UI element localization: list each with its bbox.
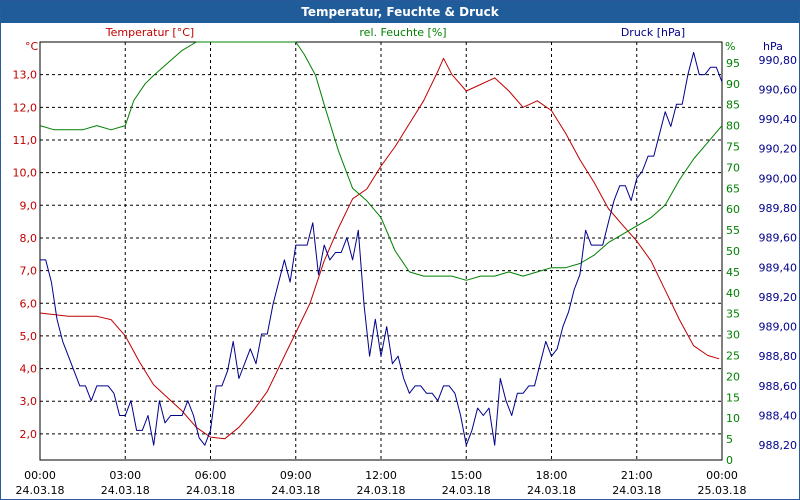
pressure-tick-label: 990,80 (759, 54, 798, 67)
tick-labels: 00:00 24.03.18 03:00 24.03.18 06:00 24.03.18 0… (13, 54, 798, 497)
pressure-tick-label: 989,20 (759, 291, 798, 304)
pressure-tick-label: 990,20 (759, 143, 798, 156)
humidity-axis-title: rel. Feuchte [%] (359, 26, 446, 39)
x-tick-date: 24.03.18 (16, 484, 65, 497)
humidity-tick-label: 75 (726, 141, 740, 154)
humidity-tick-label: 95 (726, 57, 740, 70)
humidity-tick-label: 40 (726, 287, 740, 300)
x-tick-time: 18:00 (536, 469, 568, 482)
x-tick-date: 24.03.18 (101, 484, 150, 497)
humidity-tick-label: 80 (726, 120, 740, 133)
humidity-tick-label: 20 (726, 370, 740, 383)
x-tick-time: 21:00 (621, 469, 653, 482)
temperature-unit: °C (25, 40, 39, 53)
temperature-tick-label: 9,0 (20, 199, 38, 212)
grid-lines (40, 42, 722, 460)
pressure-tick-label: 990,60 (759, 83, 798, 96)
x-tick-time: 09:00 (280, 469, 312, 482)
temperature-tick-label: 13,0 (13, 69, 38, 82)
temperature-tick-label: 6,0 (20, 297, 38, 310)
humidity-tick-label: 90 (726, 78, 740, 91)
x-tick-date: 24.03.18 (442, 484, 491, 497)
pressure-tick-label: 988,60 (759, 380, 798, 393)
temperature-tick-label: 12,0 (13, 101, 38, 114)
pressure-axis-title: Druck [hPa] (621, 26, 685, 39)
temperature-tick-label: 2,0 (20, 428, 38, 441)
x-tick-date: 24.03.18 (186, 484, 235, 497)
window-title: Temperatur, Feuchte & Druck (1, 1, 799, 23)
series-line-humidity (39, 41, 723, 281)
pressure-tick-label: 990,00 (759, 172, 798, 185)
humidity-tick-label: 50 (726, 245, 740, 258)
x-tick-time: 06:00 (195, 469, 227, 482)
pressure-tick-label: 989,00 (759, 321, 798, 334)
pressure-tick-label: 989,40 (759, 261, 798, 274)
humidity-tick-label: 45 (726, 266, 740, 279)
x-tick-time: 15:00 (450, 469, 482, 482)
humidity-tick-label: 30 (726, 329, 740, 342)
humidity-tick-label: 35 (726, 308, 740, 321)
pressure-tick-label: 989,60 (759, 232, 798, 245)
pressure-unit: hPa (763, 40, 783, 53)
humidity-tick-label: 65 (726, 182, 740, 195)
x-tick-date: 24.03.18 (612, 484, 661, 497)
x-tick-time: 12:00 (365, 469, 397, 482)
pressure-tick-label: 990,40 (759, 113, 798, 126)
humidity-tick-label: 10 (726, 412, 740, 425)
temperature-tick-label: 3,0 (20, 395, 38, 408)
series-lines (39, 41, 723, 446)
pressure-tick-label: 988,80 (759, 350, 798, 363)
x-tick-date: 24.03.18 (357, 484, 406, 497)
temperature-axis-title: Temperatur [°C] (105, 26, 194, 39)
temperature-tick-label: 4,0 (20, 363, 38, 376)
humidity-tick-label: 5 (726, 433, 733, 446)
plot-area (39, 41, 723, 461)
pressure-tick-label: 988,20 (759, 439, 798, 452)
series-line-pressure (40, 51, 723, 446)
humidity-tick-label: 55 (726, 224, 740, 237)
humidity-tick-label: 85 (726, 99, 740, 112)
series-line-temperature (39, 57, 720, 440)
x-tick-time: 03:00 (109, 469, 141, 482)
humidity-tick-label: 70 (726, 161, 740, 174)
pressure-tick-label: 989,80 (759, 202, 798, 215)
humidity-unit: % (725, 40, 735, 53)
temperature-tick-label: 11,0 (13, 134, 38, 147)
temperature-tick-label: 7,0 (20, 265, 38, 278)
x-tick-date: 25.03.18 (698, 484, 747, 497)
x-tick-time: 00:00 (706, 469, 738, 482)
temperature-tick-label: 8,0 (20, 232, 38, 245)
temperature-tick-label: 10,0 (13, 167, 38, 180)
x-tick-date: 24.03.18 (527, 484, 576, 497)
x-tick-date: 24.03.18 (271, 484, 320, 497)
pressure-tick-label: 988,40 (759, 410, 798, 423)
humidity-tick-label: 15 (726, 391, 740, 404)
x-tick-time: 00:00 (24, 469, 56, 482)
humidity-tick-label: 60 (726, 203, 740, 216)
temperature-tick-label: 5,0 (20, 330, 38, 343)
humidity-tick-label: 25 (726, 350, 740, 363)
humidity-tick-label: 0 (726, 454, 733, 467)
